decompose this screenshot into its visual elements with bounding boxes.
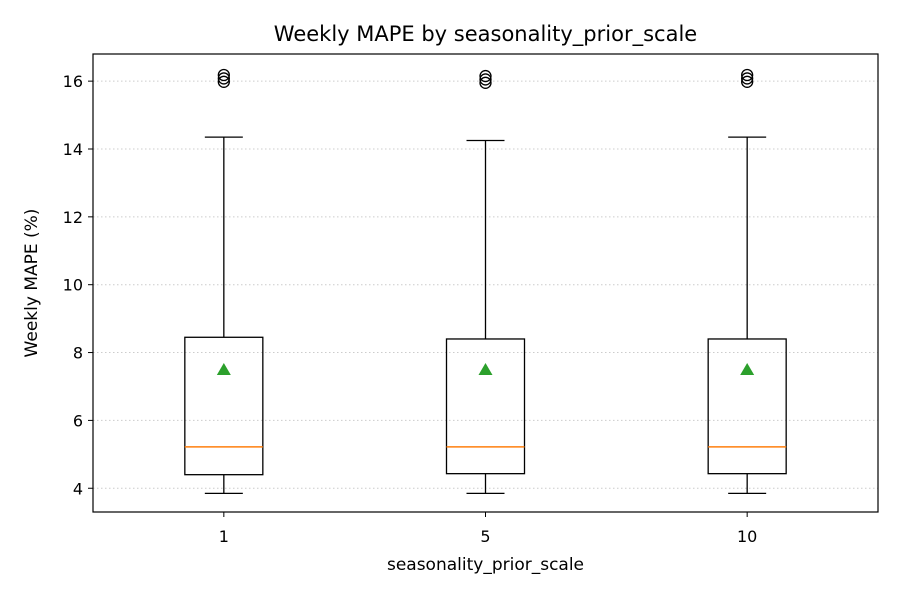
y-tick-label: 10 bbox=[63, 276, 83, 295]
x-tick-label: 5 bbox=[480, 527, 490, 546]
box-group-10 bbox=[707, 68, 787, 494]
y-axis-ticks: 4 6 8 10 12 14 16 bbox=[63, 72, 93, 498]
outlier-point bbox=[217, 68, 230, 82]
x-tick-label: 10 bbox=[737, 527, 757, 546]
iqr-box bbox=[445, 338, 526, 475]
y-tick-label: 14 bbox=[63, 140, 83, 159]
x-axis-ticks: 1 5 10 bbox=[219, 512, 757, 546]
x-tick-label: 1 bbox=[219, 527, 229, 546]
outlier-point bbox=[741, 75, 754, 88]
y-axis-label: Weekly MAPE (%) bbox=[22, 209, 42, 358]
mean-marker bbox=[740, 363, 755, 376]
outlier-point bbox=[479, 73, 492, 86]
y-tick-label: 4 bbox=[73, 479, 83, 498]
outlier-point bbox=[479, 76, 492, 89]
outlier-point bbox=[741, 72, 754, 85]
iqr-box bbox=[707, 338, 787, 475]
mean-marker bbox=[216, 363, 231, 376]
outlier-point bbox=[217, 72, 230, 85]
y-tick-label: 12 bbox=[63, 208, 83, 227]
boxes bbox=[184, 68, 787, 494]
chart-title: Weekly MAPE by seasonality_prior_scale bbox=[274, 22, 697, 47]
outlier-point bbox=[217, 75, 230, 88]
mean-marker bbox=[478, 363, 493, 376]
y-tick-label: 6 bbox=[73, 411, 83, 430]
outlier-point bbox=[479, 69, 492, 83]
box-group-1 bbox=[184, 68, 264, 494]
iqr-box bbox=[184, 336, 264, 476]
y-tick-label: 8 bbox=[73, 344, 83, 363]
box-group-5 bbox=[445, 69, 526, 494]
x-axis-label: seasonality_prior_scale bbox=[387, 555, 584, 575]
outlier-point bbox=[741, 68, 754, 82]
y-tick-label: 16 bbox=[63, 72, 83, 91]
